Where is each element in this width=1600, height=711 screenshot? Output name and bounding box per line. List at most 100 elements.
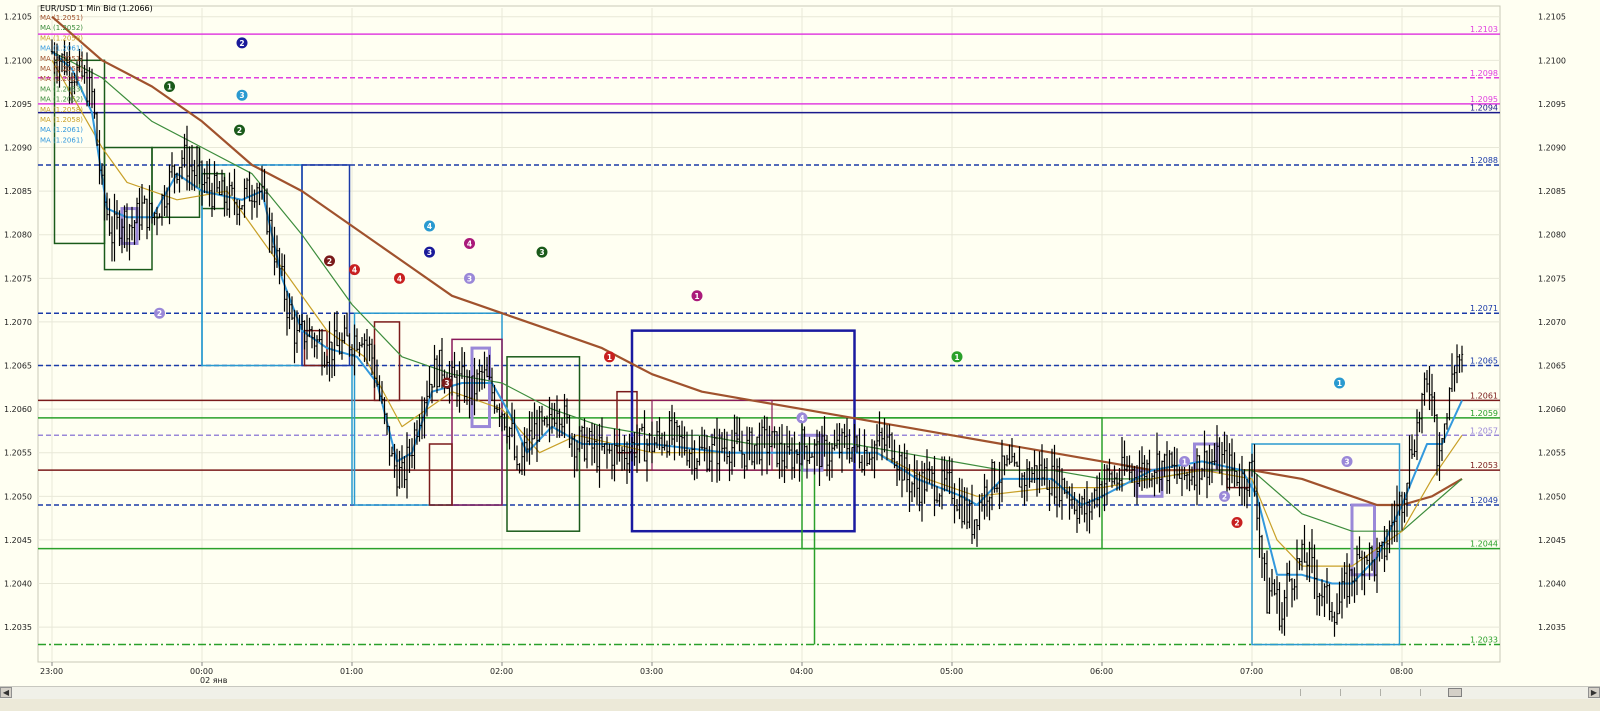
moving-average-line <box>51 15 1463 507</box>
x-tick-sublabel: 02 янв <box>200 676 228 685</box>
legend-entry: MA (1.2052) <box>40 96 83 104</box>
y-tick-label-right: 1.2105 <box>1538 13 1566 22</box>
level-label: 1.2095 <box>1470 95 1498 104</box>
y-tick-label-right: 1.2095 <box>1538 100 1566 109</box>
scroll-left-button[interactable]: ◀ <box>0 687 12 698</box>
x-tick-label: 08:00 <box>1390 667 1413 676</box>
legend-entry: MA (1.2058) <box>40 34 83 42</box>
y-tick-label-right: 1.2055 <box>1538 449 1566 458</box>
y-tick-label-left: 1.2095 <box>4 100 32 109</box>
x-tick-label: 02:00 <box>490 667 513 676</box>
y-tick-label-right: 1.2035 <box>1538 623 1566 632</box>
level-label: 1.2057 <box>1470 426 1498 435</box>
level-label: 1.2065 <box>1470 357 1498 366</box>
scroll-track-mark <box>1300 689 1301 696</box>
level-label: 1.2103 <box>1470 25 1498 34</box>
wave-marker-label: 1 <box>1337 379 1342 388</box>
level-label: 1.2071 <box>1470 304 1498 313</box>
scroll-thumb[interactable] <box>1448 688 1462 697</box>
y-tick-label-right: 1.2100 <box>1538 56 1566 65</box>
wave-marker <box>536 246 548 258</box>
wave-marker-label: 1 <box>167 82 172 91</box>
y-tick-label-right: 1.2050 <box>1538 492 1566 501</box>
wave-marker <box>394 272 405 284</box>
y-tick-label-right: 1.2040 <box>1538 580 1566 589</box>
y-tick-label-left: 1.2070 <box>4 318 32 327</box>
range-box <box>1350 503 1376 577</box>
legend-entry: MA (1.2051) <box>40 55 83 63</box>
wave-marker-label: 4 <box>799 414 804 423</box>
wave-marker <box>154 307 165 319</box>
wave-marker <box>424 220 435 232</box>
wave-marker-label: 4 <box>467 239 472 248</box>
legend-entry: MA (1.2058) <box>40 116 83 124</box>
legend-entry: MA (1.2053) <box>40 85 83 93</box>
level-label: 1.2094 <box>1470 104 1498 113</box>
x-tick-label: 00:00 <box>190 667 213 676</box>
level-label: 1.2049 <box>1470 496 1498 505</box>
y-tick-label-left: 1.2050 <box>4 492 32 501</box>
price-chart[interactable]: 1.21031.20981.20951.20941.20881.20711.20… <box>0 0 1600 686</box>
x-tick-label: 05:00 <box>940 667 963 676</box>
scroll-track-mark <box>1380 689 1381 696</box>
level-label: 1.2044 <box>1470 540 1498 549</box>
legend-entry: MA (1.2052) <box>40 24 83 32</box>
x-tick-label: 01:00 <box>340 667 363 676</box>
wave-marker-label: 1 <box>694 292 699 301</box>
y-tick-label-left: 1.2085 <box>4 187 32 196</box>
price-bars <box>50 39 1464 637</box>
plot-frame <box>37 5 1501 663</box>
level-label: 1.2033 <box>1470 636 1498 645</box>
wave-marker-label: 4 <box>397 274 402 283</box>
wave-marker <box>164 80 175 92</box>
y-tick-label-left: 1.2075 <box>4 274 32 283</box>
range-box <box>428 443 453 506</box>
y-tick-label-right: 1.2085 <box>1538 187 1566 196</box>
chart-title: EUR/USD 1 Min Bid (1.2066) <box>40 4 153 13</box>
wave-marker <box>1231 516 1243 528</box>
wave-marker-label: 3 <box>539 248 544 257</box>
y-tick-label-left: 1.2090 <box>4 144 32 153</box>
level-label: 1.2059 <box>1470 409 1498 418</box>
legend-entry: MA (1.2061) <box>40 45 83 53</box>
wave-marker-label: 3 <box>444 379 449 388</box>
wave-markers: 1 2 3 2 2 2 4 4 4 3 4 3 3 1 1 3 4 1 1 2 2 1 3 <box>154 37 1353 528</box>
wave-marker <box>424 246 435 258</box>
scroll-right-button[interactable]: ▶ <box>1588 687 1600 698</box>
y-tick-label-right: 1.2060 <box>1538 405 1566 414</box>
level-label: 1.2061 <box>1470 391 1498 400</box>
legend-entry: MA (1.2061) <box>40 136 83 144</box>
wave-marker <box>796 412 808 424</box>
range-boxes <box>53 59 1401 646</box>
y-tick-label-left: 1.2080 <box>4 231 32 240</box>
x-tick-label: 06:00 <box>1090 667 1113 676</box>
wave-marker <box>324 255 335 267</box>
wave-marker <box>464 272 475 284</box>
wave-marker-label: 3 <box>467 274 472 283</box>
status-bar <box>0 699 1600 711</box>
wave-marker <box>1219 490 1230 502</box>
x-tick-label: 07:00 <box>1240 667 1263 676</box>
y-tick-label-left: 1.2055 <box>4 449 32 458</box>
y-tick-label-right: 1.2070 <box>1538 318 1566 327</box>
wave-marker <box>349 264 360 276</box>
y-axis-right: 1.2035 1.2040 1.2045 1.2050 1.2055 1.2060 1.20… <box>1538 13 1566 632</box>
legend-entry: MA (1.2058) <box>40 106 83 114</box>
wave-marker <box>1179 455 1190 467</box>
wave-marker-label: 2 <box>157 309 162 318</box>
y-tick-label-right: 1.2045 <box>1538 536 1566 545</box>
wave-marker <box>236 89 248 101</box>
wave-marker-label: 3 <box>239 91 244 100</box>
legend-entry: MA (1.2061) <box>40 126 83 134</box>
legend: EUR/USD 1 Min Bid (1.2066) MA (1.2051) MA… <box>40 4 153 144</box>
x-tick-label: 04:00 <box>790 667 813 676</box>
horizontal-scrollbar[interactable]: ◀ ▶ <box>0 686 1600 699</box>
wave-marker-label: 3 <box>427 248 432 257</box>
wave-marker <box>441 377 453 389</box>
wave-marker-label: 2 <box>1234 518 1239 527</box>
wave-marker <box>234 124 245 136</box>
y-tick-label-left: 1.2100 <box>4 56 32 65</box>
range-box <box>1251 443 1401 646</box>
wave-marker <box>691 290 703 302</box>
